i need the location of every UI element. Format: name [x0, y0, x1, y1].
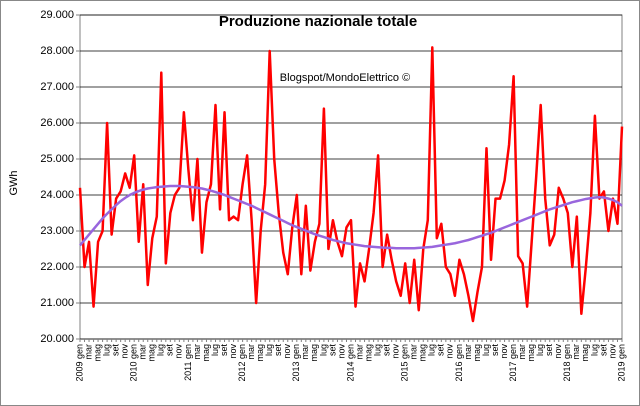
- x-tick-label: mag: [92, 344, 102, 362]
- x-tick-label: mag: [580, 344, 590, 362]
- x-tick-label: 2011 gen: [183, 344, 193, 381]
- x-tick-label: mar: [354, 344, 364, 360]
- x-tick-label: set: [490, 344, 500, 357]
- x-tick-label: lug: [589, 344, 599, 356]
- x-tick-label: mar: [409, 344, 419, 360]
- x-tick-label: 2009 gen: [74, 344, 84, 382]
- x-tick-label: set: [273, 344, 283, 357]
- x-tick-label: mag: [363, 344, 373, 362]
- x-tick-label: mag: [201, 344, 211, 362]
- x-tick-label: mar: [571, 344, 581, 360]
- x-tick-label: lug: [318, 344, 328, 356]
- x-tick-label: set: [436, 344, 446, 357]
- x-tick-label: mag: [147, 344, 157, 362]
- x-tick-label: mar: [83, 344, 93, 360]
- x-tick-label: 2018 gen: [562, 344, 572, 382]
- x-tick-label: nov: [228, 344, 238, 359]
- x-tick-label: lug: [156, 344, 166, 356]
- y-tick-label: 22.000: [40, 261, 74, 273]
- x-tick-label: lug: [264, 344, 274, 356]
- x-tick-label: 2012 gen: [237, 344, 247, 382]
- x-tick-label: nov: [445, 344, 455, 359]
- x-tick-label: nov: [553, 344, 563, 359]
- series-line: [79, 184, 623, 250]
- x-tick-label: mar: [192, 344, 202, 360]
- x-tick-label: nov: [607, 344, 617, 359]
- annotation: Blogspot/MondoElettrico ©: [280, 72, 410, 84]
- x-tick-label: set: [598, 344, 608, 357]
- x-tick-label: mar: [517, 344, 527, 360]
- x-tick-label: set: [544, 344, 554, 357]
- x-tick-label: nov: [120, 344, 130, 359]
- x-tick-label: set: [165, 344, 175, 357]
- y-axis-label: GWh: [8, 170, 20, 195]
- x-tick-label: mag: [472, 344, 482, 362]
- chart-title: Produzione nazionale totale: [219, 13, 417, 30]
- y-tick-label: 29.000: [40, 9, 74, 21]
- y-tick-label: 25.000: [40, 153, 74, 165]
- x-tick-label: 2016 gen: [454, 344, 464, 382]
- x-tick-label: mag: [255, 344, 265, 362]
- x-tick-label: lug: [535, 344, 545, 356]
- y-tick-label: 21.000: [40, 297, 74, 309]
- x-tick-label: 2019 gen: [616, 344, 626, 382]
- y-tick-label: 26.000: [40, 117, 74, 129]
- x-tick-label: mar: [138, 344, 148, 360]
- plot-area: [79, 14, 623, 340]
- x-tick-label: lug: [372, 344, 382, 356]
- x-tick-label: 2015 gen: [400, 344, 410, 382]
- x-tick-label: 2017 gen: [508, 344, 518, 382]
- x-tick-label: mar: [300, 344, 310, 360]
- x-tick-label: 2010 gen: [129, 344, 139, 382]
- x-tick-label: lug: [101, 344, 111, 356]
- y-tick-label: 24.000: [40, 189, 74, 201]
- x-tick-label: 2014 gen: [345, 344, 355, 382]
- x-tick-label: lug: [481, 344, 491, 356]
- x-tick-label: set: [219, 344, 229, 357]
- x-tick-label: mag: [526, 344, 536, 362]
- y-tick-label: 20.000: [40, 333, 74, 345]
- y-tick-label: 27.000: [40, 81, 74, 93]
- x-tick-label: nov: [282, 344, 292, 359]
- x-tick-label: mag: [418, 344, 428, 362]
- x-tick-label: lug: [210, 344, 220, 356]
- x-tick-label: mag: [309, 344, 319, 362]
- x-tick-label: set: [382, 344, 392, 357]
- x-tick-label: set: [327, 344, 337, 357]
- x-tick-label: nov: [336, 344, 346, 359]
- series-line: [78, 46, 624, 323]
- x-tick-label: 2013 gen: [291, 344, 301, 382]
- x-tick-label: mar: [463, 344, 473, 360]
- x-tick-label: lug: [427, 344, 437, 356]
- x-tick-label: nov: [174, 344, 184, 359]
- y-tick-label: 23.000: [40, 225, 74, 237]
- y-tick-label: 28.000: [40, 45, 74, 57]
- x-tick-label: nov: [499, 344, 509, 359]
- x-tick-label: mar: [246, 344, 256, 360]
- x-tick-label: set: [111, 344, 121, 357]
- x-tick-label: nov: [391, 344, 401, 359]
